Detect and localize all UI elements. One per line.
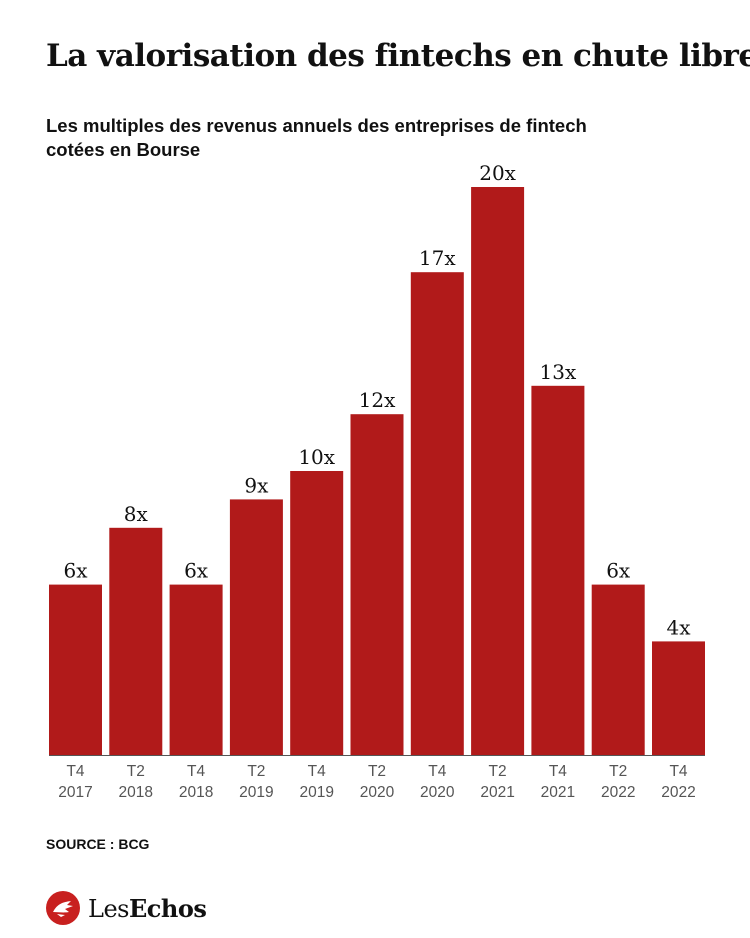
- x-tick-label: 2022: [661, 784, 695, 801]
- data-label: 4x: [666, 615, 691, 639]
- x-tick-label: T4: [66, 763, 84, 780]
- x-tick-label: T4: [428, 763, 446, 780]
- x-tick-label: 2019: [299, 784, 333, 801]
- data-label: 6x: [63, 559, 88, 583]
- data-label: 13x: [540, 360, 577, 384]
- data-label: 8x: [124, 502, 149, 526]
- x-tick-label: T4: [187, 763, 205, 780]
- x-tick-label: T2: [368, 763, 386, 780]
- bar: [531, 385, 585, 755]
- data-label: 20x: [479, 161, 516, 185]
- x-tick-label: 2021: [541, 784, 575, 801]
- bar: [471, 187, 525, 755]
- x-tick-label: T2: [247, 763, 265, 780]
- bar-chart: 6x T4 2017 8x T2 2018 6x T4 2018 9x T2 2019 10x T4 201…: [49, 161, 705, 801]
- data-label: 9x: [244, 473, 269, 497]
- x-tick-label: T2: [609, 763, 627, 780]
- data-label: 12x: [359, 388, 396, 412]
- bar: [591, 584, 645, 755]
- x-tick-label: T4: [669, 763, 687, 780]
- data-label: 6x: [184, 559, 209, 583]
- x-tick-label: 2021: [480, 784, 514, 801]
- x-tick-label: T4: [308, 763, 326, 780]
- data-label: 6x: [606, 559, 631, 583]
- bar: [410, 272, 464, 755]
- bar: [350, 414, 404, 755]
- bar: [169, 584, 223, 755]
- bar: [652, 641, 705, 755]
- bar: [229, 499, 283, 755]
- x-tick-label: T2: [489, 763, 507, 780]
- x-tick-label: 2018: [179, 784, 213, 801]
- bar: [290, 471, 344, 755]
- bar: [49, 584, 102, 755]
- x-tick-label: T2: [127, 763, 145, 780]
- chart-title: La valorisation des fintechs en chute li…: [46, 38, 750, 74]
- bar: [109, 527, 163, 755]
- x-tick-label: 2020: [360, 784, 395, 801]
- x-tick-label: T4: [549, 763, 567, 780]
- les-echos-logo: LesEchos: [46, 890, 207, 926]
- data-label: 10x: [298, 445, 335, 469]
- logo-wordmark: LesEchos: [88, 893, 207, 923]
- x-tick-label: 2018: [119, 784, 153, 801]
- data-label: 17x: [419, 246, 456, 270]
- chart-subtitle: Les multiples des revenus annuels des en…: [46, 115, 587, 160]
- source-note: SOURCE : BCG: [46, 836, 150, 852]
- les-echos-bird-icon: [46, 891, 80, 925]
- x-tick-label: 2022: [601, 784, 635, 801]
- x-tick-label: 2020: [420, 784, 455, 801]
- x-tick-label: 2017: [58, 784, 92, 801]
- x-tick-label: 2019: [239, 784, 273, 801]
